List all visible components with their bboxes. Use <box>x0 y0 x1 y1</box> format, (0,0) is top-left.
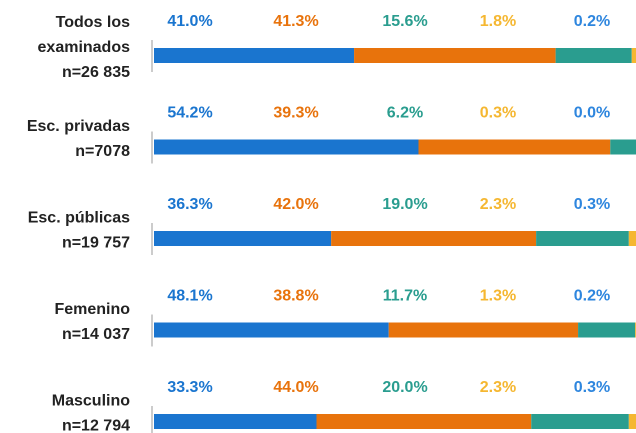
bar-segment <box>154 322 389 338</box>
value-label: 38.8% <box>273 288 318 305</box>
value-label: 2.3% <box>480 196 516 213</box>
value-label: 0.3% <box>574 196 610 213</box>
value-label: 19.0% <box>382 196 427 213</box>
bar-segment <box>531 414 629 429</box>
bar-segment <box>154 139 419 155</box>
bar-segment <box>154 414 317 429</box>
value-label: 6.2% <box>387 105 423 122</box>
category-label: Todos los <box>56 14 130 31</box>
bar-segment <box>610 139 636 155</box>
value-label: 0.0% <box>574 105 610 122</box>
value-label: 2.3% <box>480 379 516 396</box>
value-label: 0.2% <box>574 13 610 30</box>
category-label: examinados <box>38 39 131 56</box>
value-label: 0.2% <box>574 288 610 305</box>
value-label: 48.1% <box>167 288 212 305</box>
bar-segment <box>418 139 611 155</box>
category-label: Femenino <box>54 301 130 318</box>
value-label: 41.3% <box>273 13 318 30</box>
bar-segment <box>154 48 355 63</box>
bar-segment <box>631 48 636 63</box>
bar-segment <box>578 322 636 338</box>
category-label: Esc. privadas <box>27 118 130 135</box>
bar-segment <box>354 48 556 63</box>
bar-segment <box>536 231 629 246</box>
value-label: 11.7% <box>383 288 427 305</box>
bar-segment <box>628 414 636 429</box>
value-label: 0.3% <box>574 379 610 396</box>
value-label: 54.2% <box>167 105 212 122</box>
category-label: n=19 757 <box>62 235 130 252</box>
bar-segment <box>154 231 332 246</box>
value-label: 44.0% <box>273 379 318 396</box>
value-label: 39.3% <box>273 105 318 122</box>
value-label: 33.3% <box>167 379 212 396</box>
category-label: n=26 835 <box>62 64 130 81</box>
category-label: Esc. públicas <box>28 210 130 227</box>
value-label: 0.3% <box>480 105 516 122</box>
value-label: 20.0% <box>382 379 427 396</box>
category-label: n=12 794 <box>62 418 130 433</box>
bar-segment <box>331 231 537 246</box>
bar-segment <box>316 414 532 429</box>
category-label: n=14 037 <box>62 326 130 343</box>
category-label: Masculino <box>52 393 130 410</box>
value-label: 1.8% <box>480 13 516 30</box>
value-label: 36.3% <box>167 196 212 213</box>
bar-segment <box>388 322 579 338</box>
value-label: 15.6% <box>382 13 427 30</box>
value-label: 1.3% <box>480 288 516 305</box>
value-label: 42.0% <box>273 196 318 213</box>
value-label: 41.0% <box>167 13 212 30</box>
category-label: n=7078 <box>75 143 130 160</box>
bar-segment <box>628 231 636 246</box>
bar-segment <box>555 48 632 63</box>
